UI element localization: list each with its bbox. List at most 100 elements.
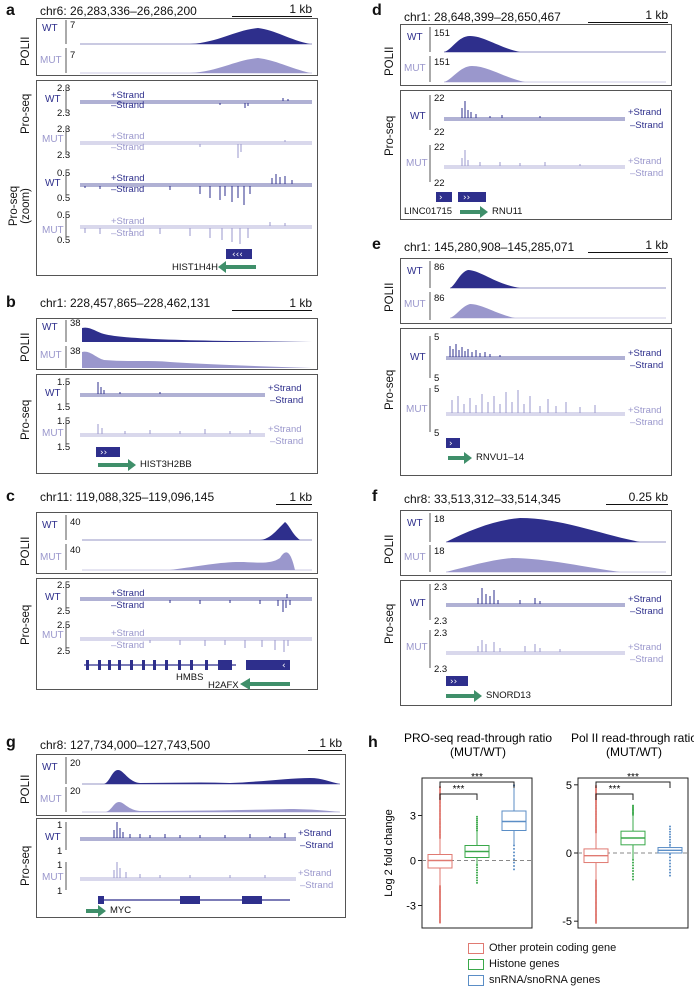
outlier (669, 825, 671, 828)
gene-label: HMBS (176, 672, 204, 683)
svg-text:›: › (439, 193, 443, 203)
outlier (669, 833, 671, 836)
scale-max: 2.3 (57, 83, 71, 94)
outlier (669, 856, 671, 859)
outlier (476, 864, 478, 866)
outlier (513, 851, 515, 854)
minus-strand-label: –Strand (111, 600, 145, 611)
svg-text:››: ›› (463, 193, 470, 203)
scale-bar: 1 kb (262, 490, 312, 505)
mut-label: MUT (406, 158, 428, 169)
wt-label: WT (407, 518, 423, 529)
outlier (632, 864, 634, 867)
mut-label: MUT (42, 630, 64, 641)
outlier (632, 861, 634, 864)
scale-max: 1 (57, 820, 63, 831)
scale-max: 2.5 (57, 620, 71, 631)
y-tick-label: -3 (406, 901, 416, 913)
scale-min: 0.5 (57, 235, 71, 246)
wt-label: WT (410, 111, 426, 122)
scale-label: 1 kb (319, 736, 342, 750)
legend-item-other: Other protein coding gene (468, 942, 616, 954)
scale-bar: 1 kb (300, 736, 342, 751)
minus-strand-label: –Strand (630, 417, 664, 428)
outlier (632, 870, 634, 873)
panel-letter: c (6, 488, 15, 505)
mut-label: MUT (40, 350, 62, 361)
scale-max: 22 (434, 142, 445, 153)
legend-label: snRNA/snoRNA genes (489, 974, 601, 986)
polii-track-box (400, 258, 672, 324)
mut-label: MUT (406, 404, 428, 415)
gene-label: SNORD13 (486, 690, 531, 701)
mut-label: MUT (404, 299, 426, 310)
plus-strand-label: +Strand (298, 828, 332, 839)
scale-bar: 1 kb (588, 238, 668, 253)
genomic-coordinate: chr8: 127,734,000–127,743,500 (40, 738, 211, 752)
scale-max: 151 (434, 28, 450, 39)
scale-min: 5 (434, 428, 440, 439)
outlier (476, 871, 478, 874)
legend-item-snrna: snRNA/snoRNA genes (468, 974, 600, 986)
plus-strand-label: +Strand (111, 90, 145, 101)
proseq-track-box (400, 328, 672, 476)
mut-label: MUT (40, 55, 62, 66)
plus-strand-label: +Strand (268, 383, 302, 394)
proseq-track-box (36, 80, 318, 276)
polii-track-box (36, 754, 346, 816)
scale-max: 40 (70, 517, 81, 528)
outlier (476, 869, 478, 872)
scale-label: 0.25 kb (628, 490, 668, 504)
scale-min: 1 (57, 886, 63, 897)
mut-label: MUT (42, 872, 64, 883)
gene-label: HIST1H4H (172, 262, 218, 273)
scale-max: 40 (70, 545, 81, 556)
significance-label: *** (627, 772, 639, 783)
wt-label: WT (45, 388, 61, 399)
scale-max: 22 (434, 93, 445, 104)
scale-min: 0.5 (57, 193, 71, 204)
scale-min: 2.3 (434, 664, 448, 675)
genomic-coordinate: chr1: 145,280,908–145,285,071 (404, 240, 575, 254)
gene-label: LINC01715 (404, 206, 453, 217)
plus-strand-label: +Strand (111, 173, 145, 184)
chart-subtitle: (MUT/WT) (450, 745, 506, 759)
svg-text:‹: ‹ (282, 661, 286, 671)
minus-strand-label: –Strand (111, 640, 145, 651)
legend-item-histone: Histone genes (468, 958, 559, 970)
outlier (669, 838, 671, 841)
wt-label: WT (45, 592, 61, 603)
genomic-coordinate: chr1: 28,648,399–28,650,467 (404, 10, 561, 24)
scale-min: 2.5 (57, 606, 71, 617)
plus-strand-label: +Strand (111, 588, 145, 599)
scale-max: 2.3 (434, 582, 448, 593)
mut-label: MUT (406, 642, 428, 653)
plus-strand-label: +Strand (628, 405, 662, 416)
polii-track-box (36, 318, 318, 370)
mut-label: MUT (404, 552, 426, 563)
legend-label: Other protein coding gene (489, 942, 617, 954)
scale-bar: 1 kb (232, 296, 312, 311)
minus-strand-label: –Strand (300, 840, 334, 851)
outlier (476, 823, 478, 826)
y-tick-label: 3 (410, 811, 416, 823)
gene-label: RNU11 (492, 206, 523, 217)
plus-strand-label: +Strand (628, 107, 662, 118)
scale-min: 22 (434, 178, 445, 189)
outlier (669, 865, 671, 868)
minus-strand-label: –Strand (630, 120, 664, 131)
scale-bar: 1 kb (588, 8, 668, 23)
genomic-coordinate: chr6: 26,283,336–26,286,200 (40, 4, 197, 18)
y-tick-label: 0 (410, 856, 416, 868)
outlier (632, 867, 634, 870)
genomic-coordinate: chr8: 33,513,312–33,514,345 (404, 492, 561, 506)
outlier (476, 879, 478, 882)
outlier (439, 921, 441, 924)
scale-min: 2.3 (57, 108, 71, 119)
